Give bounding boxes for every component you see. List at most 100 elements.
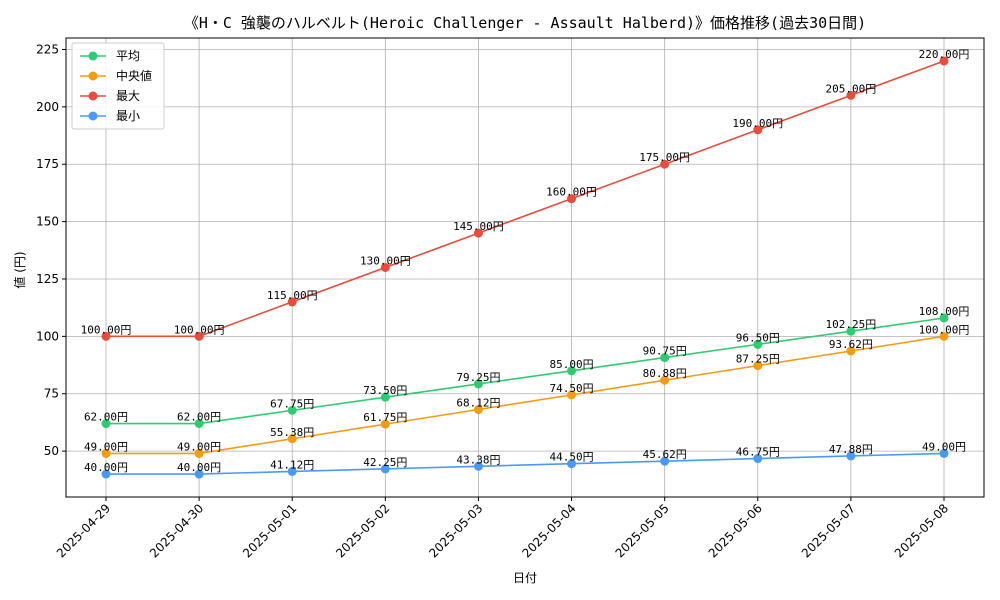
data-point — [753, 454, 763, 464]
chart-title: 《H・C 強襲のハルベルト(Heroic Challenger - Assaul… — [184, 14, 866, 32]
grid — [66, 38, 984, 497]
data-point — [287, 466, 297, 476]
data-point — [939, 56, 949, 66]
data-point — [939, 313, 949, 323]
data-label: 45.62円 — [643, 448, 687, 461]
data-label: 100.00円 — [919, 323, 970, 336]
y-tick-label: 100 — [36, 329, 59, 343]
data-point — [194, 448, 204, 458]
data-label: 205.00円 — [826, 82, 877, 95]
x-tick-label: 2025-05-04 — [519, 501, 578, 560]
data-label: 190.00円 — [732, 117, 783, 130]
data-label: 73.50円 — [363, 384, 407, 397]
data-label: 49.00円 — [84, 440, 128, 453]
data-point — [939, 331, 949, 341]
data-point — [287, 405, 297, 415]
series — [101, 56, 949, 479]
data-label: 175.00円 — [639, 151, 690, 164]
data-label: 68.12円 — [456, 397, 500, 410]
data-point — [567, 366, 577, 376]
data-point — [194, 419, 204, 429]
data-label: 160.00円 — [546, 186, 597, 199]
data-point — [846, 90, 856, 100]
axes: 50 75 100 125 150 175 200 225 2025-04-29 2025-04-… — [36, 37, 985, 560]
legend-marker — [88, 111, 98, 121]
data-label: 40.00円 — [84, 461, 128, 474]
y-tick-label: 200 — [36, 100, 59, 114]
data-point — [846, 326, 856, 336]
data-point — [473, 379, 483, 389]
data-label: 42.25円 — [363, 456, 407, 469]
data-point — [473, 461, 483, 471]
x-tick-label: 2025-05-03 — [426, 501, 485, 560]
x-tick-label: 2025-05-01 — [240, 501, 299, 560]
data-point — [101, 469, 111, 479]
data-label: 47.88円 — [829, 443, 873, 456]
data-label: 85.00円 — [549, 358, 593, 371]
data-label: 79.25円 — [456, 371, 500, 384]
data-label: 46.75円 — [736, 446, 780, 459]
x-tick-label: 2025-05-07 — [799, 501, 858, 560]
y-tick-label: 50 — [44, 444, 59, 458]
data-point — [660, 375, 670, 385]
data-point — [194, 469, 204, 479]
data-label: 145.00円 — [453, 220, 504, 233]
data-label: 100.00円 — [174, 323, 225, 336]
plot-frame — [65, 37, 985, 498]
legend-marker — [88, 71, 98, 81]
y-tick-label: 125 — [36, 272, 59, 286]
data-label: 55.38円 — [270, 426, 314, 439]
data-point — [753, 339, 763, 349]
data-label: 80.88円 — [643, 367, 687, 380]
data-label: 100.00円 — [81, 323, 132, 336]
data-label: 49.00円 — [922, 440, 966, 453]
legend-marker — [88, 51, 98, 61]
data-point — [473, 228, 483, 238]
data-point — [101, 448, 111, 458]
x-tick-label: 2025-04-29 — [54, 501, 113, 560]
data-label: 62.00円 — [84, 411, 128, 424]
data-point — [287, 297, 297, 307]
data-label: 67.75円 — [270, 397, 314, 410]
data-label: 96.50円 — [736, 331, 780, 344]
data-point — [846, 451, 856, 461]
series-line — [106, 335, 945, 455]
data-point — [287, 434, 297, 444]
data-point — [753, 125, 763, 135]
y-tick-label: 175 — [36, 157, 59, 171]
data-label: 41.12円 — [270, 458, 314, 471]
data-label: 90.75円 — [643, 345, 687, 358]
legend-label: 平均 — [116, 49, 140, 63]
data-label: 108.00円 — [919, 305, 970, 318]
data-point — [753, 361, 763, 371]
x-tick-label: 2025-05-08 — [892, 501, 951, 560]
x-axis-label: 日付 — [513, 571, 537, 585]
x-tick-label: 2025-05-02 — [333, 501, 392, 560]
data-point — [101, 419, 111, 429]
data-point — [473, 405, 483, 415]
legend-label: 中央値 — [116, 68, 152, 83]
legend-marker — [88, 91, 98, 101]
series-line — [106, 452, 945, 475]
y-tick-label: 150 — [36, 215, 59, 229]
data-label: 93.62円 — [829, 338, 873, 351]
data-point — [380, 392, 390, 402]
data-label: 44.50円 — [549, 451, 593, 464]
data-point — [380, 419, 390, 429]
data-point — [194, 331, 204, 341]
series-line — [106, 317, 945, 425]
data-label: 102.25円 — [826, 318, 877, 331]
legend-label: 最大 — [116, 89, 140, 103]
data-label: 40.00円 — [177, 461, 221, 474]
data-point — [101, 331, 111, 341]
data-point — [567, 194, 577, 204]
x-tick-label: 2025-05-06 — [706, 501, 765, 560]
legend-label: 最小 — [116, 109, 140, 123]
data-point — [846, 346, 856, 356]
data-point — [380, 464, 390, 474]
data-label: 220.00円 — [919, 48, 970, 61]
y-tick-label: 225 — [36, 42, 59, 56]
data-label: 61.75円 — [363, 411, 407, 424]
data-point — [660, 159, 670, 169]
